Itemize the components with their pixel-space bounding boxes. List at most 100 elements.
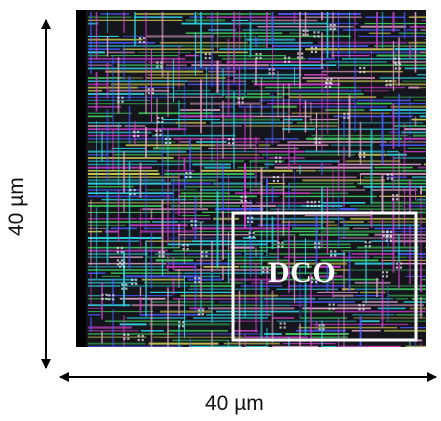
contact-marker: [363, 151, 366, 155]
contact-marker: [281, 241, 284, 244]
contact-marker: [135, 278, 138, 281]
contact-marker: [297, 52, 300, 55]
contact-marker: [247, 216, 250, 219]
contact-marker: [326, 82, 329, 85]
contact-marker: [284, 60, 287, 63]
contact-marker: [279, 156, 282, 159]
contact-marker: [318, 141, 321, 144]
contact-marker: [105, 297, 108, 300]
contact-marker: [334, 250, 337, 253]
chip-layout: [76, 10, 426, 347]
contact-marker: [205, 251, 208, 254]
contact-marker: [368, 245, 371, 248]
contact-marker: [155, 133, 158, 136]
contact-marker: [385, 271, 389, 274]
contact-marker: [204, 53, 207, 56]
contact-marker: [314, 204, 317, 208]
contact-marker: [125, 283, 128, 286]
contact-marker: [121, 283, 124, 286]
contact-marker: [386, 177, 389, 180]
contact-marker: [123, 265, 126, 268]
contact-marker: [129, 192, 132, 196]
contact-marker: [390, 177, 393, 180]
contact-marker: [306, 204, 309, 208]
contact-marker: [382, 230, 385, 233]
contact-marker: [101, 293, 104, 296]
contact-marker: [158, 255, 161, 258]
contact-marker: [189, 172, 192, 175]
contact-marker: [272, 179, 276, 183]
contact-marker: [116, 259, 120, 262]
contact-marker: [182, 248, 185, 251]
contact-marker: [262, 270, 265, 274]
contact-marker: [112, 294, 115, 297]
contact-marker: [347, 116, 350, 119]
contact-marker: [182, 244, 185, 247]
contact-marker: [318, 242, 321, 245]
contact-marker: [116, 263, 120, 266]
chip-left-strip: [76, 10, 88, 347]
contact-marker: [123, 261, 126, 264]
contact-marker: [398, 57, 401, 60]
contact-marker: [314, 200, 317, 204]
contact-marker: [310, 50, 314, 54]
contact-marker: [123, 337, 126, 340]
contact-marker: [385, 235, 388, 238]
contact-marker: [363, 70, 366, 74]
contact-marker: [395, 67, 398, 70]
contact-marker: [396, 194, 399, 197]
contact-marker: [241, 97, 244, 100]
contact-marker: [141, 338, 144, 342]
contact-marker: [198, 277, 201, 280]
contact-marker: [137, 134, 140, 138]
contact-marker: [330, 250, 333, 253]
contact-marker: [133, 188, 136, 192]
contact-marker: [168, 141, 172, 145]
contact-marker: [101, 297, 104, 300]
contact-marker: [201, 313, 205, 316]
contact-marker: [288, 60, 291, 63]
contact-marker: [324, 85, 328, 88]
contact-marker: [162, 255, 165, 258]
contact-marker: [121, 96, 124, 99]
contact-marker: [389, 235, 392, 238]
contact-marker: [389, 230, 393, 233]
contact-marker: [244, 195, 247, 199]
contact-marker: [313, 35, 316, 38]
dco-region-box: [231, 211, 418, 342]
contact-marker: [125, 287, 128, 290]
contact-marker: [390, 173, 393, 176]
contact-marker: [343, 116, 346, 119]
contact-marker: [251, 216, 254, 219]
cell-markers: [101, 23, 403, 342]
contact-marker: [314, 50, 318, 54]
contact-marker: [301, 56, 304, 59]
contact-marker: [259, 52, 262, 56]
contact-marker: [120, 263, 124, 266]
contact-marker: [328, 303, 331, 306]
contact-marker: [399, 63, 402, 66]
contact-marker: [364, 241, 367, 244]
contact-marker: [129, 188, 132, 192]
contact-marker: [137, 334, 140, 338]
contact-marker: [394, 57, 397, 60]
contact-marker: [147, 92, 150, 95]
contact-marker: [334, 254, 337, 257]
contact-marker: [205, 255, 208, 258]
contact-marker: [310, 46, 314, 50]
contact-marker: [281, 245, 284, 248]
contact-marker: [301, 52, 304, 55]
contact-marker: [399, 266, 403, 269]
contact-marker: [332, 303, 335, 306]
contact-marker: [231, 138, 235, 141]
contact-marker: [395, 63, 398, 66]
contact-marker: [190, 224, 193, 227]
contact-marker: [156, 61, 159, 64]
contact-marker: [392, 198, 395, 201]
contact-marker: [241, 101, 244, 104]
contact-marker: [123, 333, 126, 336]
contact-marker: [358, 304, 361, 307]
contact-marker: [328, 307, 331, 310]
contact-marker: [359, 151, 362, 155]
contact-marker: [159, 133, 162, 136]
